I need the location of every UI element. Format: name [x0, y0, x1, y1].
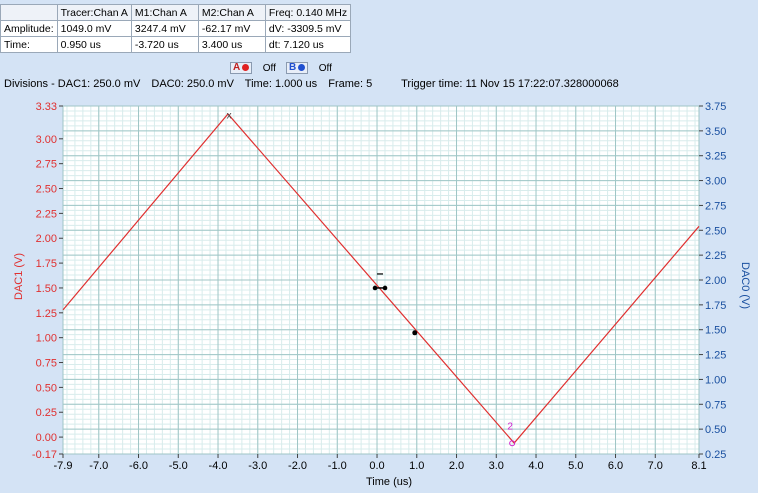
x-tick-label: -5.0 [169, 460, 188, 472]
channel-a-state: Off [262, 62, 276, 74]
marker-m2-point [509, 440, 516, 447]
y-right-tick-label: 2.75 [705, 200, 726, 212]
y-left-tick-label: 1.50 [36, 283, 57, 295]
y-right-tick-label: 1.50 [705, 325, 726, 337]
series-layer [62, 113, 700, 444]
channel-a-toggle[interactable]: A Off [230, 62, 276, 74]
y-left-tick-label: 2.50 [36, 184, 57, 196]
channel-b-label: B [289, 62, 297, 73]
y-right-tick-label: 1.25 [705, 350, 726, 362]
y-right-tick-label: 0.50 [705, 424, 726, 436]
time-text: Time: 1.000 us [244, 78, 318, 90]
y-right-tick-label: 3.75 [705, 101, 726, 113]
x-tick-label: 2.0 [449, 460, 464, 472]
y-left-tick-label: 3.33 [36, 101, 57, 113]
y-right-tick-label: 0.75 [705, 399, 726, 411]
x-tick-label: -1.0 [328, 460, 347, 472]
channel-a-switch[interactable]: A [230, 62, 252, 74]
x-tick-label: 4.0 [528, 460, 543, 472]
y-right-tick-label: 1.00 [705, 374, 726, 386]
y-left-tick-label: 2.00 [36, 233, 57, 245]
channel-b-dot-icon [298, 64, 305, 71]
meas-cell: 3.400 us [197, 36, 266, 53]
x-tick-label: 6.0 [608, 460, 623, 472]
x-tick-label: -4.0 [209, 460, 228, 472]
y-left-tick-label: 0.75 [36, 358, 57, 370]
y-left-tick-label: 2.25 [36, 208, 57, 220]
marker-m1: x [227, 110, 232, 121]
marker-m2-label: 2 [507, 421, 513, 432]
channel-a-dot-icon [242, 64, 249, 71]
frame-text: Frame: 5 [328, 78, 373, 90]
y-right-tick-label: 2.50 [705, 225, 726, 237]
x-tick-label: -2.0 [288, 460, 307, 472]
y-axis-right-label: DAC0 (V) [739, 262, 751, 309]
marker-layer: x2 [227, 110, 516, 447]
dac0-text: DAC0: 250.0 mV [151, 78, 234, 90]
meas-cell: dt: 7.120 us [264, 36, 352, 53]
y-right-tick-label: 1.75 [705, 300, 726, 312]
meas-row-label: Time: [0, 36, 58, 53]
y-left-tick-label: 2.75 [36, 159, 57, 171]
y-left-tick-label: 0.25 [36, 407, 57, 419]
y-axis-left-label: DAC1 (V) [13, 253, 25, 300]
measurement-table: Tracer:Chan A M1:Chan A M2:Chan A Freq: … [0, 4, 352, 53]
x-tick-label: -7.9 [54, 460, 73, 472]
y-right-tick-label: 0.25 [705, 449, 726, 461]
meas-cell: 0.950 us [56, 36, 132, 53]
y-left-tick-label: 1.00 [36, 333, 57, 345]
y-left-tick-label: 1.75 [36, 258, 57, 270]
divisions-text: Divisions - DAC1: 250.0 mV [4, 78, 141, 90]
grid [62, 105, 700, 455]
y-left-tick-label: 1.25 [36, 308, 57, 320]
channel-b-switch[interactable]: B [286, 62, 308, 74]
channel-b-toggle[interactable]: B Off [286, 62, 332, 74]
x-tick-label: -7.0 [89, 460, 108, 472]
y-left-tick-label: 0.50 [36, 382, 57, 394]
x-tick-label: 3.0 [489, 460, 504, 472]
info-bar: Divisions - DAC1: 250.0 mV DAC0: 250.0 m… [4, 78, 627, 90]
meas-cell: 1049.0 mV [56, 20, 132, 37]
y-right-tick-label: 3.00 [705, 176, 726, 188]
y-left-tick-label: -0.17 [32, 449, 57, 461]
series-line [62, 113, 700, 444]
trigger-time-text: Trigger time: 11 Nov 15 17:22:07.3280000… [401, 78, 619, 90]
meas-header-freq: Freq: 0.140 MHz [264, 4, 352, 21]
y-right-tick-label: 3.50 [705, 126, 726, 138]
x-tick-label: 0.0 [369, 460, 384, 472]
x-tick-label: 8.1 [691, 460, 706, 472]
channel-b-state: Off [318, 62, 332, 74]
y-left-tick-label: 0.00 [36, 432, 57, 444]
axis-ticks: -7.9 -7.0 -6.0 -5.0 -4.0 -3.0 -2.0 -1.0 0.0 1.0 2.… [32, 101, 727, 472]
y-right-tick-label: 2.25 [705, 250, 726, 262]
y-left-tick-label: 3.00 [36, 134, 57, 146]
x-tick-label: -6.0 [129, 460, 148, 472]
trigger-dot-right [382, 285, 388, 291]
y-right-tick-label: 2.00 [705, 275, 726, 287]
meas-cell: 3247.4 mV [130, 20, 199, 37]
channel-a-label: A [233, 62, 241, 73]
y-right-tick-label: 3.25 [705, 151, 726, 163]
tracer-point [412, 330, 418, 336]
x-axis-label: Time (us) [366, 476, 412, 488]
meas-cell: -3.720 us [130, 36, 199, 53]
x-tick-label: 1.0 [409, 460, 424, 472]
x-tick-label: 5.0 [568, 460, 583, 472]
x-tick-label: 7.0 [648, 460, 663, 472]
x-tick-label: -3.0 [248, 460, 267, 472]
meas-cell: dV: -3309.5 mV [264, 20, 352, 37]
